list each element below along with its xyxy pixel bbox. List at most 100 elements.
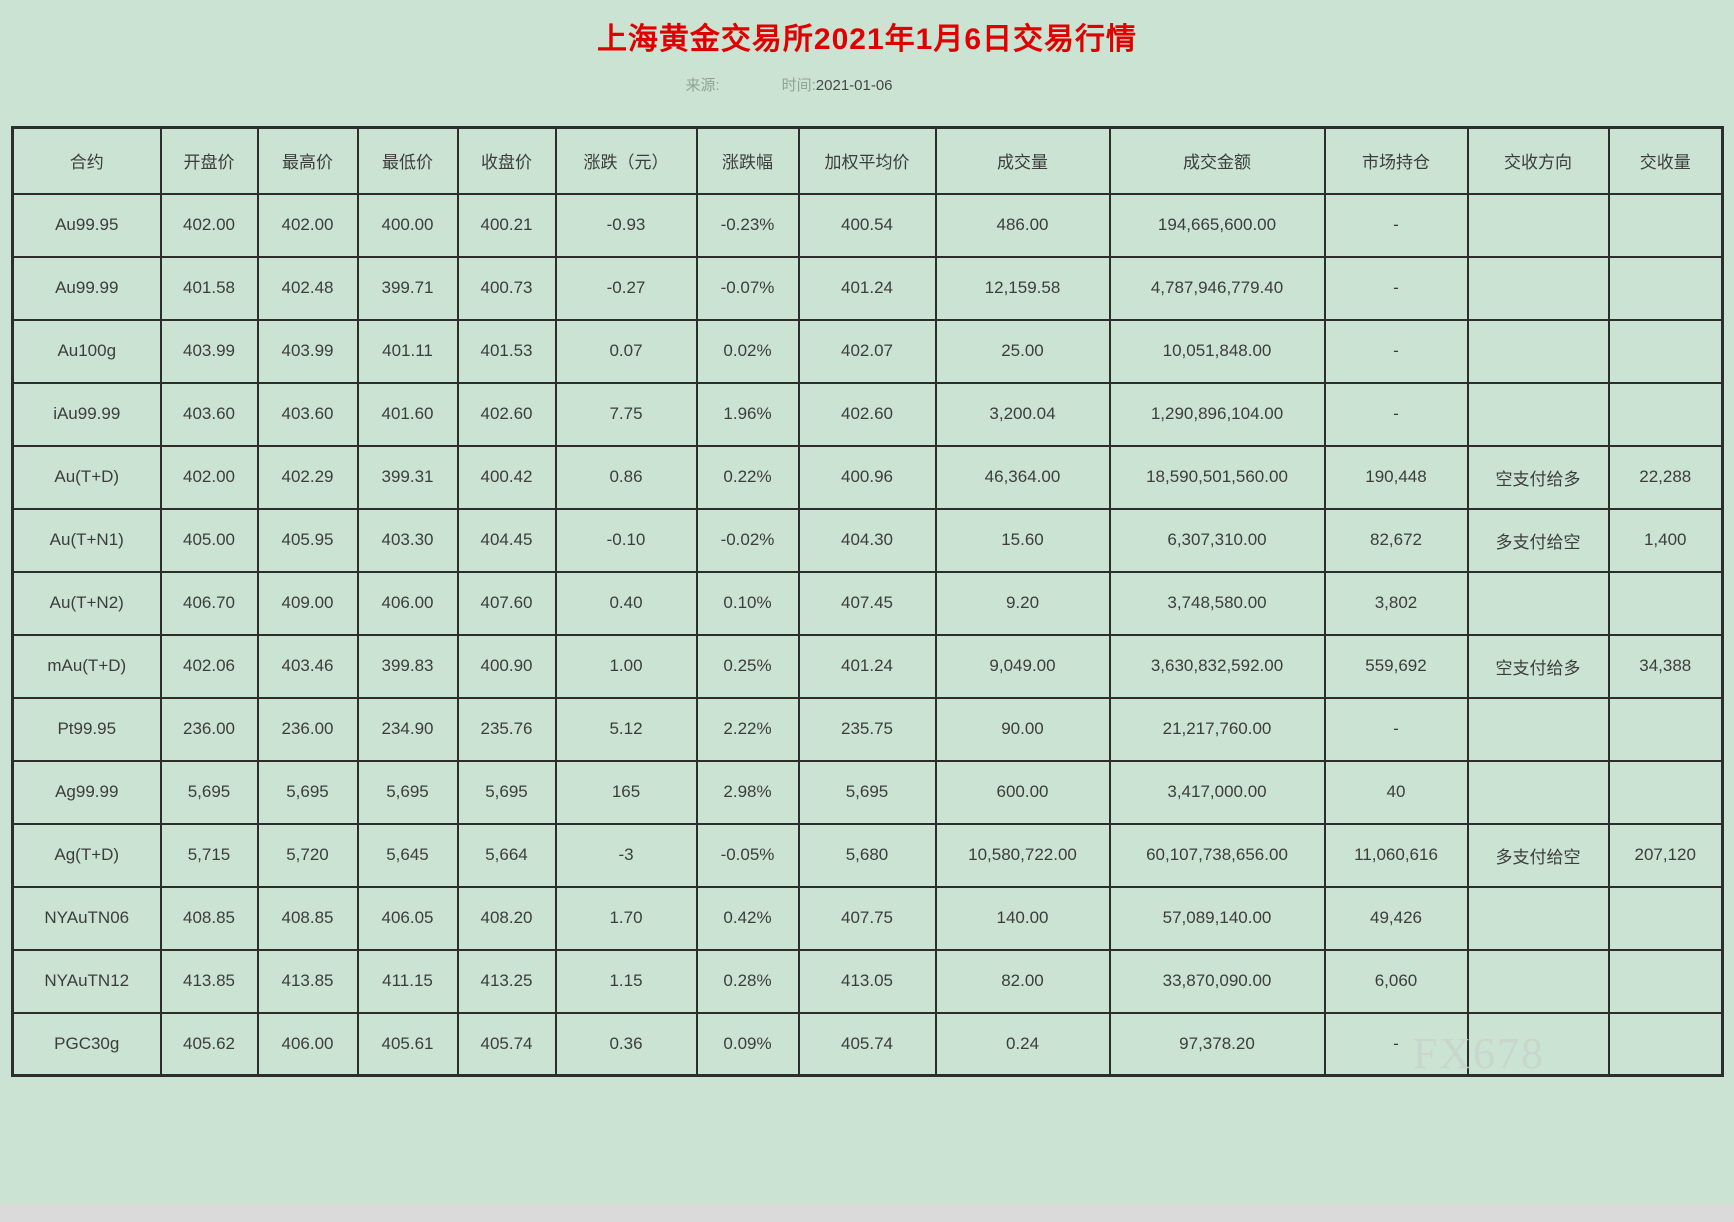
cell: PGC30g <box>11 1011 162 1077</box>
cell: 2.98% <box>695 759 800 825</box>
cell: 2.22% <box>695 696 800 762</box>
cell: 5,680 <box>797 822 937 888</box>
cell: 1.00 <box>554 633 698 699</box>
cell: 97,378.20 <box>1108 1011 1326 1077</box>
cell: 406.05 <box>356 885 459 951</box>
cell: 402.60 <box>456 381 557 447</box>
cell: 400.96 <box>797 444 937 510</box>
column-header: 最高价 <box>256 126 359 195</box>
cell: 15.60 <box>934 507 1111 573</box>
cell: Au99.95 <box>11 192 162 258</box>
cell: 7.75 <box>554 381 698 447</box>
cell <box>1466 192 1610 258</box>
cell: 49,426 <box>1323 885 1469 951</box>
cell: 600.00 <box>934 759 1111 825</box>
cell: 402.00 <box>159 192 259 258</box>
cell: 34,388 <box>1607 633 1724 699</box>
cell <box>1466 381 1610 447</box>
cell: -0.93 <box>554 192 698 258</box>
cell: 413.85 <box>159 948 259 1014</box>
cell: 401.58 <box>159 255 259 321</box>
cell: 多支付给空 <box>1466 822 1610 888</box>
cell: 46,364.00 <box>934 444 1111 510</box>
cell: 0.09% <box>695 1011 800 1077</box>
cell <box>1607 759 1724 825</box>
cell: 401.11 <box>356 318 459 384</box>
cell: 3,748,580.00 <box>1108 570 1326 636</box>
cell: 234.90 <box>356 696 459 762</box>
cell: 400.21 <box>456 192 557 258</box>
cell: 402.29 <box>256 444 359 510</box>
cell: 10,051,848.00 <box>1108 318 1326 384</box>
source-label: 来源: <box>685 77 720 94</box>
cell: 22,288 <box>1607 444 1724 510</box>
cell: 403.46 <box>256 633 359 699</box>
cell: Au99.99 <box>11 255 162 321</box>
cell: 413.05 <box>797 948 937 1014</box>
column-header: 涨跌幅 <box>695 126 800 195</box>
cell: 5,715 <box>159 822 259 888</box>
cell: 399.83 <box>356 633 459 699</box>
cell: 207,120 <box>1607 822 1724 888</box>
cell: 0.07 <box>554 318 698 384</box>
cell: Pt99.95 <box>11 696 162 762</box>
cell: 9,049.00 <box>934 633 1111 699</box>
column-header: 开盘价 <box>159 126 259 195</box>
column-header: 涨跌（元） <box>554 126 698 195</box>
meta-line: 来源: 时间:2021-01-06 <box>0 74 1734 94</box>
cell: 3,802 <box>1323 570 1469 636</box>
cell <box>1466 255 1610 321</box>
cell: 409.00 <box>256 570 359 636</box>
cell: 402.00 <box>256 192 359 258</box>
cell: 0.22% <box>695 444 800 510</box>
cell <box>1466 948 1610 1014</box>
cell <box>1607 192 1724 258</box>
cell: 空支付给多 <box>1466 633 1610 699</box>
cell: 1.15 <box>554 948 698 1014</box>
cell: 5,645 <box>356 822 459 888</box>
cell: 402.48 <box>256 255 359 321</box>
cell: 400.73 <box>456 255 557 321</box>
cell: Au(T+N1) <box>11 507 162 573</box>
cell <box>1607 255 1724 321</box>
cell: 57,089,140.00 <box>1108 885 1326 951</box>
cell: 5,695 <box>356 759 459 825</box>
table-row: Ag(T+D) 5,715 5,720 5,645 5,664 -3 -0.05% 5,680… <box>11 822 1724 888</box>
cell: - <box>1323 318 1469 384</box>
cell: 413.85 <box>256 948 359 1014</box>
quotes-table: 合约 开盘价 最高价 最低价 收盘价 涨跌（元） 涨跌幅 加权平均价 成交量 成交金额 市场持仓 交收… <box>11 126 1724 1077</box>
table-row: Au(T+D) 402.00 402.29 399.31 400.42 0.86 0.22%… <box>11 444 1724 510</box>
cell: 236.00 <box>159 696 259 762</box>
cell: 10,580,722.00 <box>934 822 1111 888</box>
cell <box>1607 948 1724 1014</box>
table-row: Au(T+N2) 406.70 409.00 406.00 407.60 0.40 0.10… <box>11 570 1724 636</box>
cell: 4,787,946,779.40 <box>1108 255 1326 321</box>
cell <box>1466 318 1610 384</box>
cell <box>1607 696 1724 762</box>
cell: 1,400 <box>1607 507 1724 573</box>
cell: 0.28% <box>695 948 800 1014</box>
cell: 0.24 <box>934 1011 1111 1077</box>
cell: 400.90 <box>456 633 557 699</box>
cell: 90.00 <box>934 696 1111 762</box>
cell: 140.00 <box>934 885 1111 951</box>
cell <box>1466 1011 1610 1077</box>
cell <box>1607 318 1724 384</box>
cell: 402.07 <box>797 318 937 384</box>
column-header: 交收量 <box>1607 126 1724 195</box>
time-value: 2021-01-06 <box>815 77 893 94</box>
table-row: iAu99.99 403.60 403.60 401.60 402.60 7.75 1.96… <box>11 381 1724 447</box>
cell <box>1607 570 1724 636</box>
cell: - <box>1323 1011 1469 1077</box>
cell: 402.06 <box>159 633 259 699</box>
cell: 399.71 <box>356 255 459 321</box>
column-header: 成交量 <box>934 126 1111 195</box>
table-row: NYAuTN06 408.85 408.85 406.05 408.20 1.70 0.42… <box>11 885 1724 951</box>
cell: 190,448 <box>1323 444 1469 510</box>
cell: 18,590,501,560.00 <box>1108 444 1326 510</box>
table-row: Au100g 403.99 403.99 401.11 401.53 0.07 0.02% 4… <box>11 318 1724 384</box>
cell: 194,665,600.00 <box>1108 192 1326 258</box>
cell: NYAuTN12 <box>11 948 162 1014</box>
cell: 403.30 <box>356 507 459 573</box>
cell: iAu99.99 <box>11 381 162 447</box>
